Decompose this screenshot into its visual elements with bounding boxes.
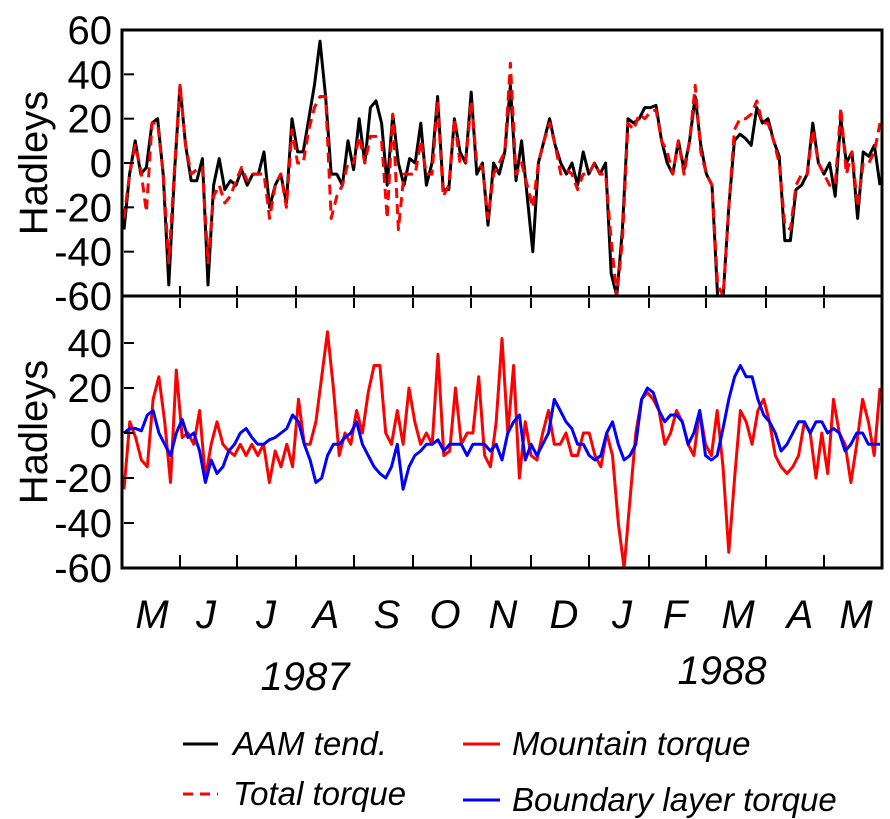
top-y-tick-label: -60 <box>54 275 112 319</box>
bottom-series-group <box>122 330 882 570</box>
bottom-panel-frame <box>120 294 884 570</box>
legend-label-boundary-layer-torque: Boundary layer torque <box>512 781 837 818</box>
legend-label-total-torque: Total torque <box>233 775 406 812</box>
month-label: A <box>785 593 814 637</box>
top-y-tick-label: 60 <box>68 9 113 53</box>
year-label-1987: 1987 <box>261 655 352 699</box>
month-label: N <box>489 593 518 637</box>
month-label: S <box>374 593 401 637</box>
top-y-tick-label: -40 <box>54 231 112 275</box>
bottom-y-tick-label: 20 <box>68 367 113 411</box>
month-label: D <box>550 593 579 637</box>
month-label: J <box>611 593 633 637</box>
top-y-axis-label: Hadleys <box>12 91 56 236</box>
series-line-boundary-layer-torque <box>123 364 880 491</box>
month-label: J <box>195 593 217 637</box>
month-label: M <box>135 593 169 637</box>
top-y-tick-label: 0 <box>90 142 112 186</box>
top-y-tick-label: -20 <box>54 186 112 230</box>
x-ticks <box>179 286 825 568</box>
month-label: J <box>255 593 277 637</box>
month-label: O <box>429 593 460 637</box>
top-y-tick-label: 20 <box>68 98 113 142</box>
legend-label-aam-tend: AAM tend. <box>231 725 387 762</box>
legend-label-mountain-torque: Mountain torque <box>512 725 751 762</box>
legend: AAM tend. Mountain torque Total torque B… <box>183 725 837 818</box>
top-y-tick-label: 40 <box>68 53 113 97</box>
month-label: M <box>839 593 873 637</box>
series-line-total-torque <box>122 61 882 298</box>
bottom-y-tick-label: -40 <box>54 502 112 546</box>
bottom-y-tick-label: -60 <box>54 547 112 591</box>
month-label: M <box>721 593 755 637</box>
series-line-aam-tend- <box>122 39 882 298</box>
series-line-mountain-torque <box>122 330 882 570</box>
top-series-group <box>122 39 882 298</box>
bottom-y-tick-label: -20 <box>54 457 112 501</box>
month-label: F <box>663 593 690 637</box>
month-label: A <box>311 593 340 637</box>
bottom-y-axis-label: Hadleys <box>12 360 56 505</box>
year-label-1988: 1988 <box>678 649 768 693</box>
bottom-y-tick-label: 40 <box>68 322 113 366</box>
bottom-y-tick-label: 0 <box>90 412 112 456</box>
